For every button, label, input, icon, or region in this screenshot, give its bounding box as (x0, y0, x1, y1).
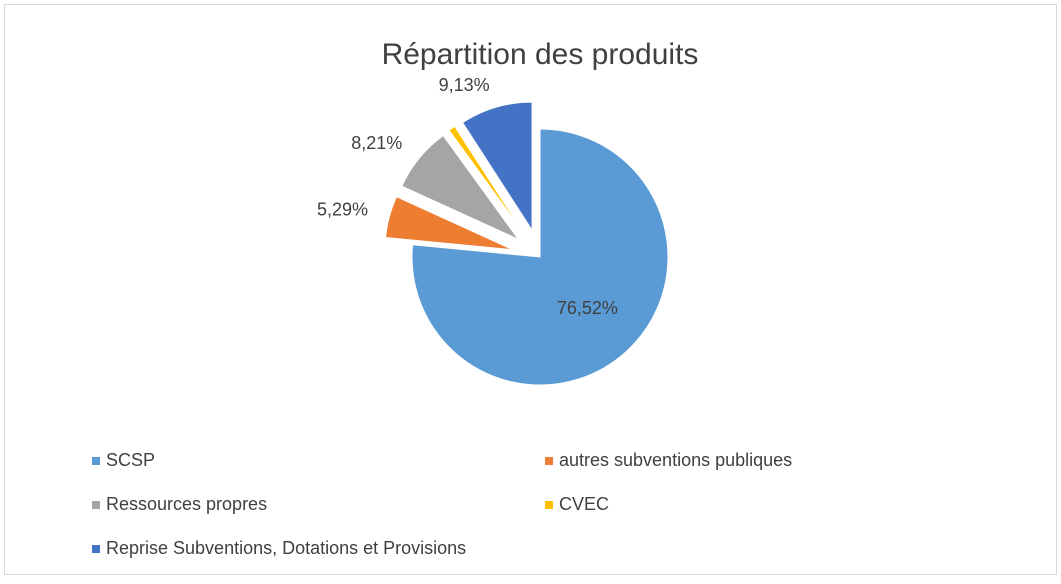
pie-slice (401, 134, 520, 241)
data-label: 9,13% (439, 75, 490, 95)
data-label: 76,52% (557, 298, 618, 318)
legend-label: autres subventions publiques (559, 450, 792, 470)
legend-swatch (92, 457, 100, 465)
legend-swatch (92, 501, 100, 509)
legend-swatch (92, 545, 100, 553)
legend-label: CVEC (559, 494, 609, 514)
legend-label: SCSP (106, 450, 155, 470)
data-label: 8,21% (351, 133, 402, 153)
pie-slice (411, 128, 669, 386)
pie-slice (384, 195, 514, 251)
legend-swatch (545, 501, 553, 509)
legend-label: Ressources propres (106, 494, 267, 514)
pie-slice (461, 101, 533, 232)
data-label: 5,29% (317, 200, 368, 220)
legend-swatch (545, 457, 553, 465)
chart-title: Répartition des produits (382, 38, 699, 71)
pie-slice (448, 125, 525, 235)
legend-label: Reprise Subventions, Dotations et Provis… (106, 538, 466, 558)
